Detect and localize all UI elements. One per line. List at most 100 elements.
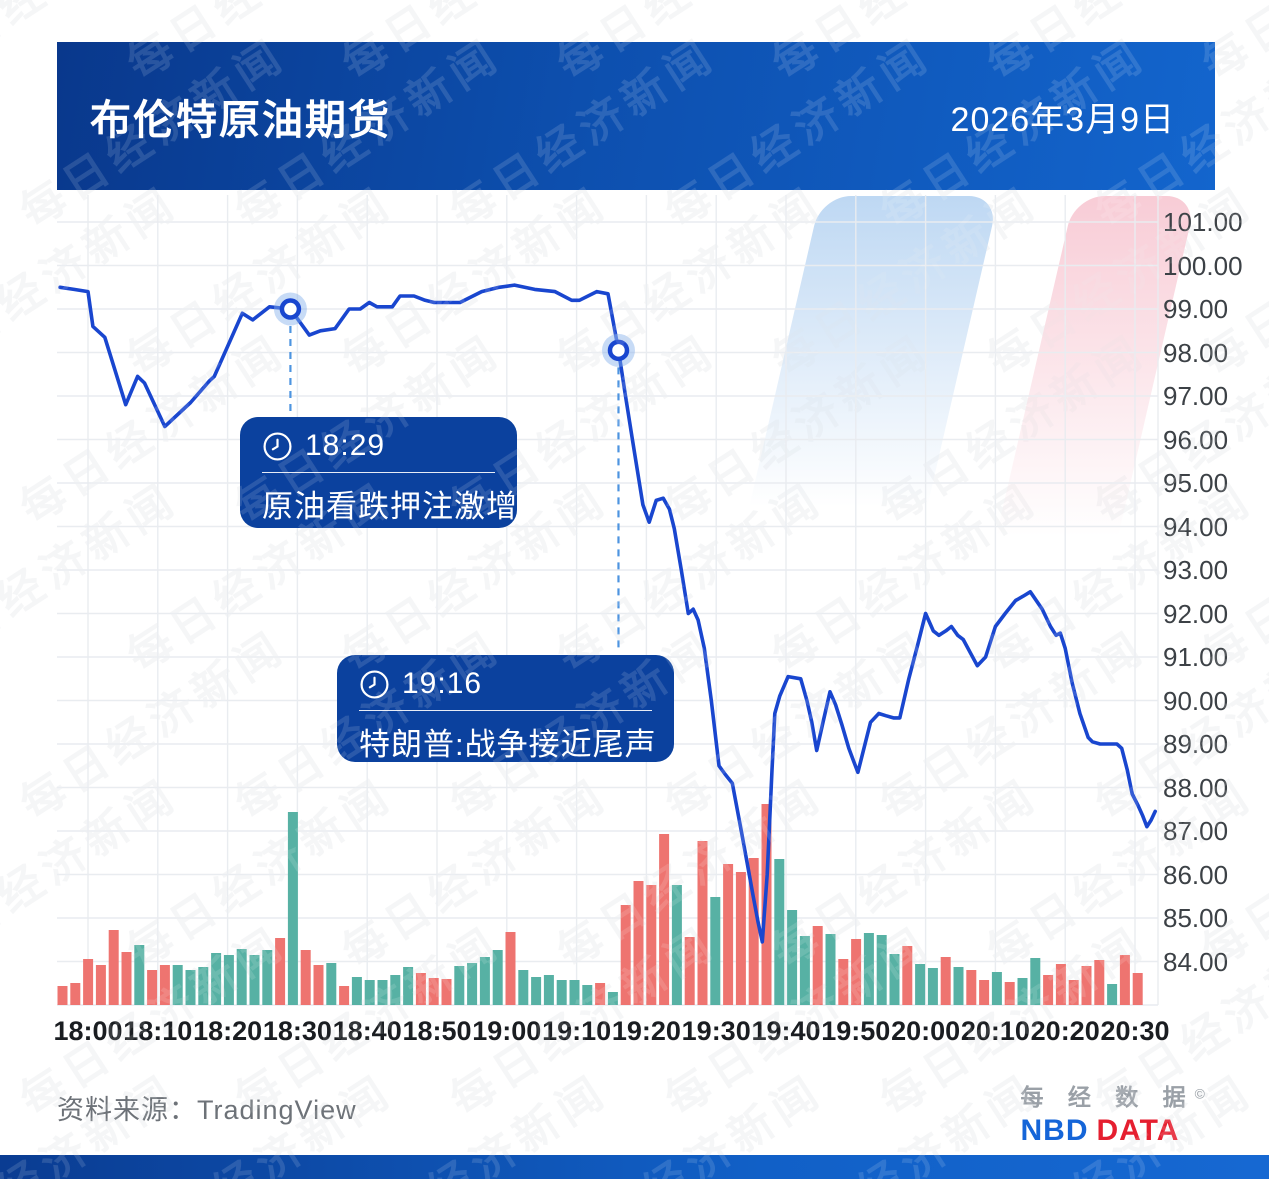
volume-bar: [838, 959, 849, 1005]
y-axis-tick-label: 90.00: [1163, 685, 1229, 716]
volume-bar: [953, 967, 964, 1005]
volume-bar: [543, 975, 554, 1005]
volume-bar: [147, 970, 158, 1005]
volume-bar: [211, 953, 222, 1005]
volume-bar: [172, 965, 183, 1005]
volume-bar: [902, 946, 913, 1005]
volume-bar: [300, 950, 311, 1005]
volume-bar: [364, 980, 375, 1005]
volume-bar: [492, 950, 503, 1005]
volume-bar: [83, 959, 94, 1005]
volume-bar: [95, 965, 106, 1005]
volume-bar: [1107, 984, 1118, 1005]
volume-bar: [684, 937, 695, 1005]
logo-chinese: 每 经 数 据: [1020, 1084, 1195, 1110]
clock-icon: [360, 669, 389, 699]
volume-bar: [1081, 966, 1092, 1005]
page-title: 布伦特原油期货: [90, 97, 391, 143]
volume-bar: [825, 934, 836, 1005]
volume-bar: [1094, 960, 1105, 1005]
volume-bar: [940, 957, 951, 1005]
y-axis-tick-label: 91.00: [1163, 642, 1229, 672]
volume-bar: [518, 970, 529, 1005]
y-axis-tick-label: 98.00: [1163, 337, 1229, 368]
volume-bar: [966, 970, 977, 1005]
volume-bar: [1119, 955, 1130, 1005]
volume-bar: [991, 972, 1002, 1005]
volume-bar: [607, 992, 618, 1005]
x-axis-tick-label: 20:30: [1100, 1016, 1170, 1046]
x-axis-tick-label: 19:30: [681, 1016, 751, 1046]
annotation-text: 原油看跌押注激增: [262, 489, 518, 524]
y-axis-tick-label: 84.00: [1163, 946, 1229, 977]
x-axis-tick-label: 18:00: [53, 1016, 123, 1046]
volume-bar: [812, 926, 823, 1005]
x-axis-tick-label: 18:50: [402, 1016, 472, 1046]
volume-bar: [326, 963, 337, 1005]
annotation-text: 特朗普:战争接近尾声: [359, 727, 657, 762]
x-axis-tick-label: 19:20: [611, 1016, 681, 1046]
y-axis-tick-label: 96.00: [1163, 424, 1229, 455]
grid-lines: [57, 195, 1159, 1006]
volume-bar: [1043, 975, 1054, 1005]
logo-data: DATA: [1096, 1114, 1180, 1147]
y-axis-tick-label: 87.00: [1163, 816, 1229, 846]
volume-bar: [735, 872, 746, 1005]
volume-bar: [377, 980, 388, 1005]
volume-bar: [236, 949, 247, 1005]
data-source-note: 资料来源：TradingView: [57, 1095, 357, 1125]
volume-bar: [479, 957, 490, 1005]
volume-bar: [851, 939, 862, 1005]
volume-bar: [198, 967, 209, 1005]
x-axis-tick-label: 19:50: [821, 1016, 891, 1046]
volume-bar: [620, 905, 631, 1005]
y-axis-tick-label: 99.00: [1163, 294, 1229, 324]
volume-bar: [505, 932, 516, 1005]
volume-bar: [313, 965, 324, 1005]
volume-bar: [403, 967, 414, 1005]
y-axis-tick-label: 97.00: [1163, 381, 1229, 411]
x-axis-tick-label: 20:20: [1030, 1016, 1100, 1046]
volume-bar: [633, 881, 644, 1005]
volume-bar: [441, 979, 452, 1005]
volume-bar: [863, 933, 874, 1005]
volume-bar: [582, 985, 593, 1005]
volume-bar: [595, 983, 606, 1005]
volume-bar: [799, 936, 810, 1005]
x-axis-tick-label: 20:00: [891, 1016, 961, 1046]
logo-nbd: NBD: [1020, 1114, 1089, 1147]
y-axis-tick-label: 88.00: [1163, 772, 1229, 803]
volume-bar: [1132, 973, 1143, 1005]
volume-bar: [249, 955, 260, 1005]
volume-bar: [70, 983, 81, 1005]
volume-bar: [723, 864, 734, 1005]
annotation-time: 19:16: [402, 667, 483, 700]
nbd-data-logo: 每 经 数 据© NBD DATA: [1021, 1078, 1206, 1148]
volume-bar: [671, 885, 682, 1005]
event-marker: [601, 333, 635, 652]
x-axis-tick-label: 18:30: [262, 1016, 332, 1046]
volume-bar: [275, 938, 286, 1005]
x-axis-tick-label: 18:20: [193, 1016, 263, 1046]
copyright-mark: ©: [1194, 1085, 1205, 1102]
volume-bar: [428, 978, 439, 1005]
y-axis-tick-label: 86.00: [1163, 859, 1229, 890]
y-axis-tick-label: 92.00: [1163, 598, 1229, 629]
y-axis-tick-label: 95.00: [1163, 468, 1229, 498]
x-axis-tick-label: 18:10: [123, 1016, 193, 1046]
volume-bar: [159, 965, 170, 1005]
volume-bar: [646, 885, 657, 1005]
volume-bar: [569, 980, 580, 1005]
volume-bar: [876, 935, 887, 1005]
x-axis-tick-label: 19:00: [472, 1016, 542, 1046]
callout-divider: [262, 472, 495, 473]
y-axis-tick-label: 89.00: [1163, 729, 1229, 759]
y-axis-tick-label: 101.00: [1163, 207, 1243, 237]
volume-bar: [467, 963, 478, 1005]
volume-bar: [287, 812, 298, 1005]
volume-bar: [915, 964, 926, 1005]
volume-bar: [121, 952, 132, 1005]
volume-bar: [556, 980, 567, 1005]
